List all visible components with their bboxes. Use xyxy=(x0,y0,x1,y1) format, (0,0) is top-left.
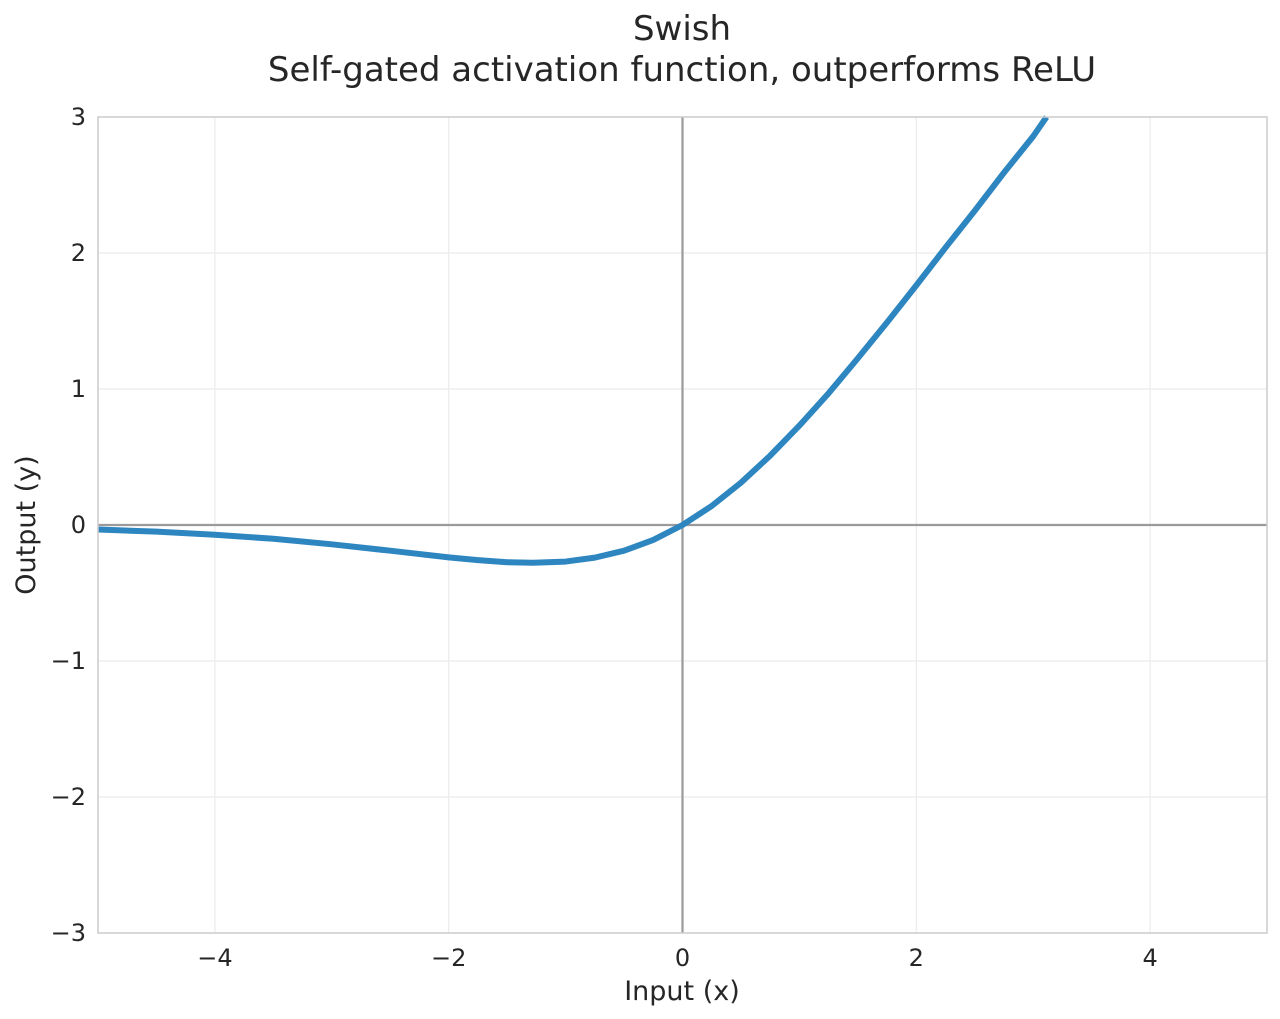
y-axis-ticks: −3 −2 −1 0 1 2 3 xyxy=(51,103,86,947)
y-tick-label: −1 xyxy=(51,647,86,675)
y-tick-label: 2 xyxy=(71,239,86,267)
x-tick-label: 0 xyxy=(675,944,690,972)
x-tick-label: 4 xyxy=(1142,944,1157,972)
y-tick-label: 1 xyxy=(71,375,86,403)
y-tick-label: 3 xyxy=(71,103,86,131)
y-tick-label: −3 xyxy=(51,919,86,947)
plot-area-frame xyxy=(97,116,1268,934)
series-line-0 xyxy=(97,115,1049,566)
x-axis-label: Input (x) xyxy=(624,976,740,1007)
chart-title: Swish xyxy=(633,9,731,49)
y-tick-label: 0 xyxy=(71,511,86,539)
x-axis-ticks: −4 −2 0 2 4 xyxy=(197,944,1158,972)
x-tick-label: −4 xyxy=(197,944,232,972)
x-tick-label: −2 xyxy=(431,944,466,972)
y-tick-label: −2 xyxy=(51,783,86,811)
series-lines xyxy=(97,115,1049,566)
x-tick-label: 2 xyxy=(909,944,924,972)
y-axis-label: Output (y) xyxy=(11,455,42,594)
chart-subtitle: Self-gated activation function, outperfo… xyxy=(268,50,1096,90)
